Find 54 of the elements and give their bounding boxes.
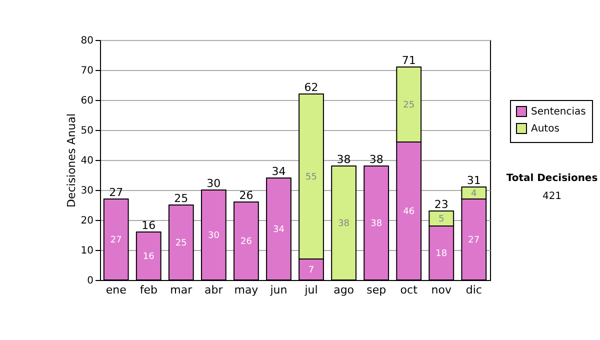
x-tick-label: feb <box>140 284 158 296</box>
y-tick-label: 0 <box>87 276 94 286</box>
total-label: 26 <box>239 189 254 202</box>
data-label: 38 <box>370 219 382 229</box>
data-label: 38 <box>338 219 350 229</box>
x-tick-label: may <box>234 284 259 296</box>
data-label: 7 <box>308 266 314 276</box>
total-label: 38 <box>336 153 351 166</box>
data-label: 27 <box>110 236 122 246</box>
data-label: 46 <box>403 207 415 217</box>
data-label: 30 <box>208 231 220 241</box>
x-tick-label: ene <box>106 284 127 296</box>
x-tick-label: mar <box>170 284 193 296</box>
total-label: 31 <box>466 174 481 187</box>
total-label: 38 <box>369 153 384 166</box>
data-label: 55 <box>306 172 317 182</box>
x-tick-label: dic <box>466 284 482 296</box>
total-label: 71 <box>402 54 416 67</box>
x-tick-label: ago <box>334 284 354 296</box>
y-tick-label: 30 <box>80 186 94 196</box>
data-label: 16 <box>142 252 155 262</box>
data-label: 26 <box>240 237 252 247</box>
y-tick-label: 50 <box>80 126 94 136</box>
total-label: 62 <box>304 81 318 94</box>
data-label: 34 <box>273 225 285 235</box>
data-label: 5 <box>438 214 444 224</box>
data-label: 27 <box>468 236 480 246</box>
x-tick-label: abr <box>204 284 224 296</box>
y-axis-title: Decisiones Anual <box>64 113 78 208</box>
total-label: 23 <box>434 198 448 211</box>
total-label: 30 <box>206 177 221 190</box>
y-tick-label: 10 <box>80 246 94 256</box>
total-label: 34 <box>272 165 286 178</box>
x-tick-label: sep <box>366 284 386 296</box>
text: 421 <box>542 191 562 202</box>
data-label: 4 <box>471 189 478 199</box>
y-tick-label: 80 <box>80 36 94 46</box>
text: Total Decisiones <box>506 173 598 184</box>
y-tick-label: 20 <box>80 216 94 226</box>
total-label: 16 <box>142 219 156 232</box>
x-tick-label: nov <box>431 284 452 296</box>
x-tick-label: jul <box>304 284 318 296</box>
y-tick-label: 70 <box>80 66 94 76</box>
legend-label: Autos <box>531 124 560 134</box>
data-label: 25 <box>403 100 415 110</box>
legend-label: Sentencias <box>531 106 586 118</box>
total-label: 25 <box>174 192 188 205</box>
y-tick-label: 60 <box>80 96 94 106</box>
y-tick-label: 40 <box>80 156 94 166</box>
x-tick-label: oct <box>400 284 418 296</box>
data-label: 18 <box>436 249 448 259</box>
x-tick-label: jun <box>269 284 288 296</box>
data-label: 25 <box>175 238 187 248</box>
total-label: 27 <box>109 186 124 199</box>
